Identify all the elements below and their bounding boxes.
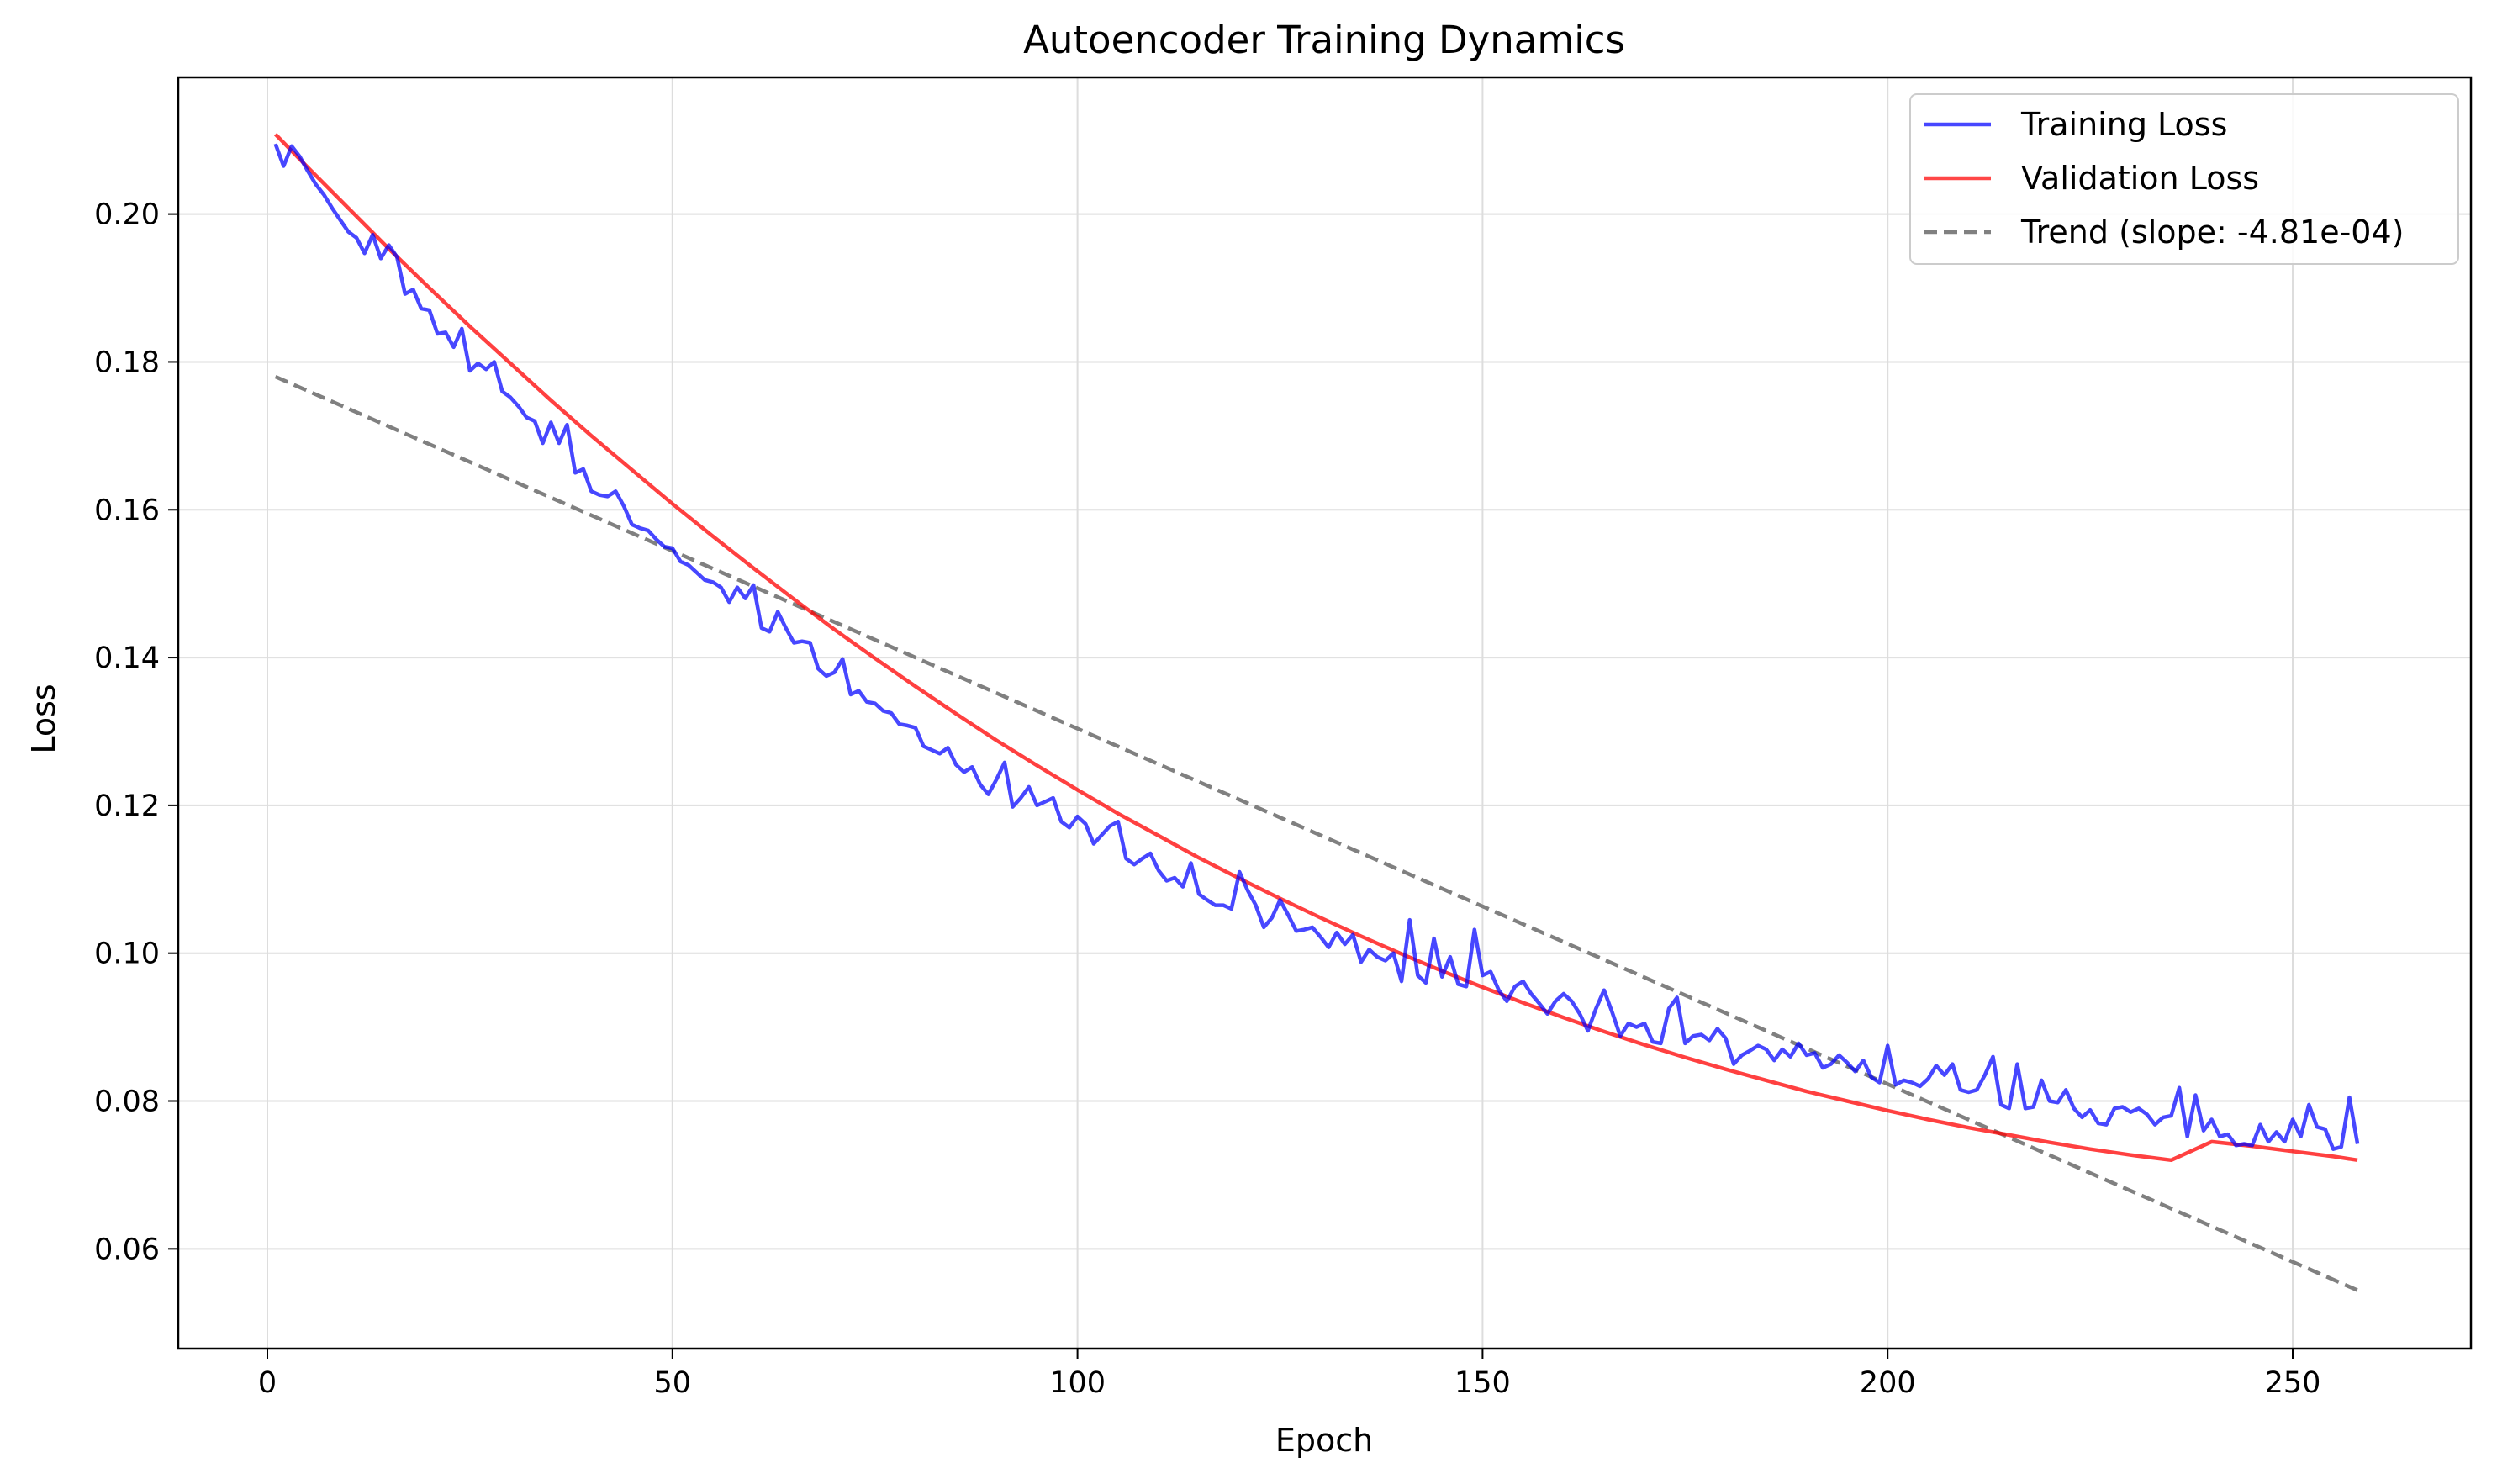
x-tick-label: 50 — [654, 1366, 692, 1400]
x-tick-label: 0 — [258, 1366, 277, 1400]
chart-title: Autoencoder Training Dynamics — [1023, 18, 1625, 62]
legend-label: Validation Loss — [2021, 160, 2259, 197]
y-tick-label: 0.16 — [94, 494, 160, 527]
y-tick-label: 0.08 — [94, 1085, 160, 1119]
y-tick-label: 0.06 — [94, 1233, 160, 1266]
y-tick-label: 0.18 — [94, 346, 160, 379]
plot-series — [273, 133, 2360, 1292]
x-tick-label: 250 — [2265, 1366, 2321, 1400]
legend: Training Loss Validation Loss Trend (slope… — [1909, 93, 2459, 265]
x-axis-ticks: 0 50 100 150 200 250 — [258, 1349, 2321, 1400]
y-tick-label: 0.12 — [94, 790, 160, 823]
legend-label: Trend (slope: -4.81e-04) — [2020, 214, 2404, 251]
y-tick-label: 0.14 — [94, 642, 160, 675]
series-line-1 — [273, 133, 2358, 1163]
y-axis-title: Loss — [25, 684, 62, 753]
x-tick-label: 150 — [1454, 1366, 1511, 1400]
x-axis-title: Epoch — [1275, 1422, 1373, 1459]
series-line-2 — [274, 374, 2359, 1292]
y-axis-ticks: 0.06 0.08 0.10 0.12 0.14 0.16 0.18 0.20 — [94, 198, 178, 1266]
x-tick-label: 100 — [1049, 1366, 1106, 1400]
legend-box — [1909, 93, 2459, 265]
plot-frame — [177, 76, 2473, 1350]
y-tick-label: 0.10 — [94, 937, 160, 971]
y-tick-label: 0.20 — [94, 198, 160, 232]
series-line-0 — [273, 143, 2360, 1151]
x-tick-label: 200 — [1860, 1366, 1916, 1400]
legend-label: Training Loss — [2020, 106, 2227, 143]
gridlines — [178, 77, 2471, 1349]
